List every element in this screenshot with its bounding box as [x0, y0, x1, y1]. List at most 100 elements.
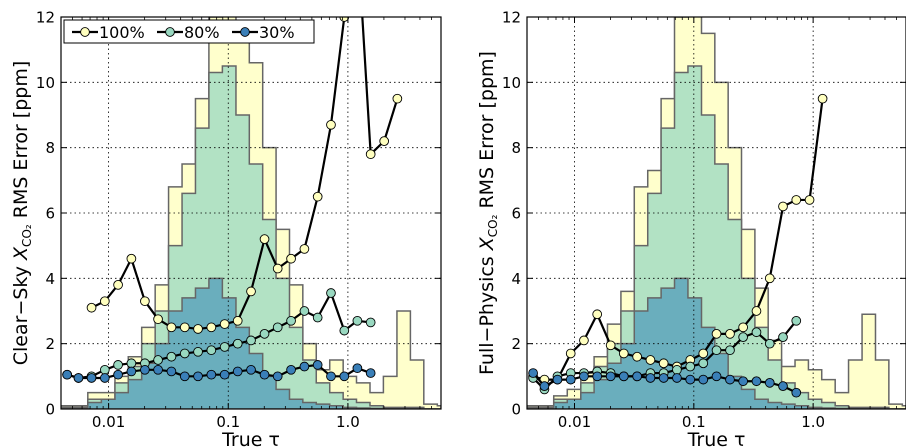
- data-point: [62, 369, 72, 380]
- data-point: [326, 288, 336, 298]
- data-point: [711, 329, 722, 339]
- data-point: [365, 368, 376, 378]
- data-point: [166, 322, 177, 333]
- data-point: [751, 306, 762, 316]
- data-point: [339, 371, 350, 382]
- x-tick-label: 0.01: [558, 413, 591, 431]
- data-point: [113, 369, 123, 380]
- legend-marker: [80, 27, 90, 37]
- y-tick-label: 8: [511, 139, 521, 157]
- data-point: [791, 387, 802, 398]
- data-point: [725, 345, 735, 356]
- data-point: [711, 371, 722, 382]
- data-point: [751, 327, 762, 338]
- histogram-80pct: [527, 65, 906, 409]
- y-tick-label: 6: [511, 205, 521, 223]
- x-tick-label: 0.1: [682, 413, 706, 431]
- data-point: [725, 374, 735, 385]
- data-point: [299, 244, 310, 254]
- y-tick-label: 8: [45, 139, 55, 157]
- data-point: [738, 376, 748, 387]
- legend-marker: [165, 27, 175, 37]
- data-point: [698, 374, 709, 385]
- data-point: [685, 374, 696, 385]
- y-axis-label-subscript: CO₂: [20, 224, 34, 247]
- data-point: [592, 309, 603, 320]
- data-point: [232, 315, 243, 326]
- data-point: [73, 373, 84, 383]
- data-point: [299, 361, 310, 372]
- data-point: [272, 263, 283, 274]
- legend-label: 80%: [184, 23, 220, 42]
- panel-1: 0 2 4 6 8 10 12 0.01 0.1 1.0 True τ Clear−Sky XCO₂ …: [10, 9, 442, 448]
- data-point: [286, 253, 296, 264]
- data-point: [738, 332, 748, 342]
- data-point: [379, 136, 390, 146]
- data-point: [232, 338, 243, 349]
- data-point: [99, 296, 110, 307]
- data-point: [299, 306, 310, 316]
- y-axis-label-text: Clear−Sky: [10, 260, 32, 365]
- data-point: [326, 371, 336, 382]
- y-axis-label-subscript: CO₂: [486, 214, 500, 237]
- data-point: [312, 360, 323, 370]
- data-point: [193, 346, 203, 357]
- panel-2: 0 2 4 6 8 10 12 0.01 0.1 1.0 True τ Full−Physics XC…: [476, 9, 906, 448]
- data-point: [286, 364, 296, 375]
- y-axis-label: Full−Physics XCO₂ RMS Error [ppm]: [476, 51, 500, 375]
- data-point: [698, 358, 709, 369]
- y-tick-label: 12: [502, 9, 521, 27]
- data-point: [99, 373, 110, 383]
- x-tick-label: 1.0: [336, 413, 360, 431]
- data-point: [791, 315, 802, 326]
- data-point: [751, 376, 762, 387]
- y-tick-label: 10: [36, 74, 55, 92]
- data-point: [206, 345, 217, 356]
- data-point: [339, 325, 350, 336]
- data-point: [778, 201, 788, 212]
- y-tick-label: 0: [45, 401, 55, 419]
- y-tick-label: 4: [45, 270, 55, 288]
- data-point: [113, 360, 123, 370]
- data-point: [140, 364, 150, 375]
- data-point: [286, 315, 296, 326]
- data-point: [166, 366, 177, 377]
- data-point: [312, 312, 323, 323]
- data-point: [618, 348, 629, 359]
- data-point: [711, 345, 722, 356]
- x-tick-label: 0.01: [92, 413, 125, 431]
- data-point: [672, 364, 682, 375]
- data-point: [605, 340, 616, 351]
- y-axis-label-variable: X: [476, 236, 498, 251]
- data-point: [672, 373, 682, 383]
- data-point: [658, 358, 669, 369]
- y-tick-label: 12: [36, 9, 55, 27]
- data-point: [791, 195, 802, 205]
- data-point: [232, 366, 243, 377]
- data-point: [153, 314, 163, 325]
- x-tick-label: 1.0: [801, 413, 825, 431]
- data-point: [552, 374, 563, 385]
- data-point: [259, 369, 270, 380]
- data-point: [778, 332, 788, 342]
- y-axis-label: Clear−Sky XCO₂ RMS Error [ppm]: [10, 61, 34, 366]
- data-point: [804, 195, 815, 205]
- data-point: [126, 358, 137, 369]
- data-point: [246, 335, 256, 346]
- data-point: [365, 317, 376, 328]
- y-axis-label-text: Full−Physics: [476, 250, 498, 375]
- data-point: [246, 364, 256, 375]
- data-point: [725, 329, 735, 339]
- data-point: [645, 373, 656, 383]
- data-point: [153, 364, 163, 375]
- data-point: [113, 280, 123, 290]
- data-point: [272, 371, 283, 382]
- data-point: [565, 374, 576, 385]
- data-point: [605, 371, 616, 382]
- legend-label: 30%: [259, 23, 295, 42]
- data-point: [140, 296, 150, 307]
- x-axis-label: True τ: [687, 429, 746, 448]
- y-tick-label: 2: [45, 335, 55, 353]
- data-point: [738, 322, 748, 333]
